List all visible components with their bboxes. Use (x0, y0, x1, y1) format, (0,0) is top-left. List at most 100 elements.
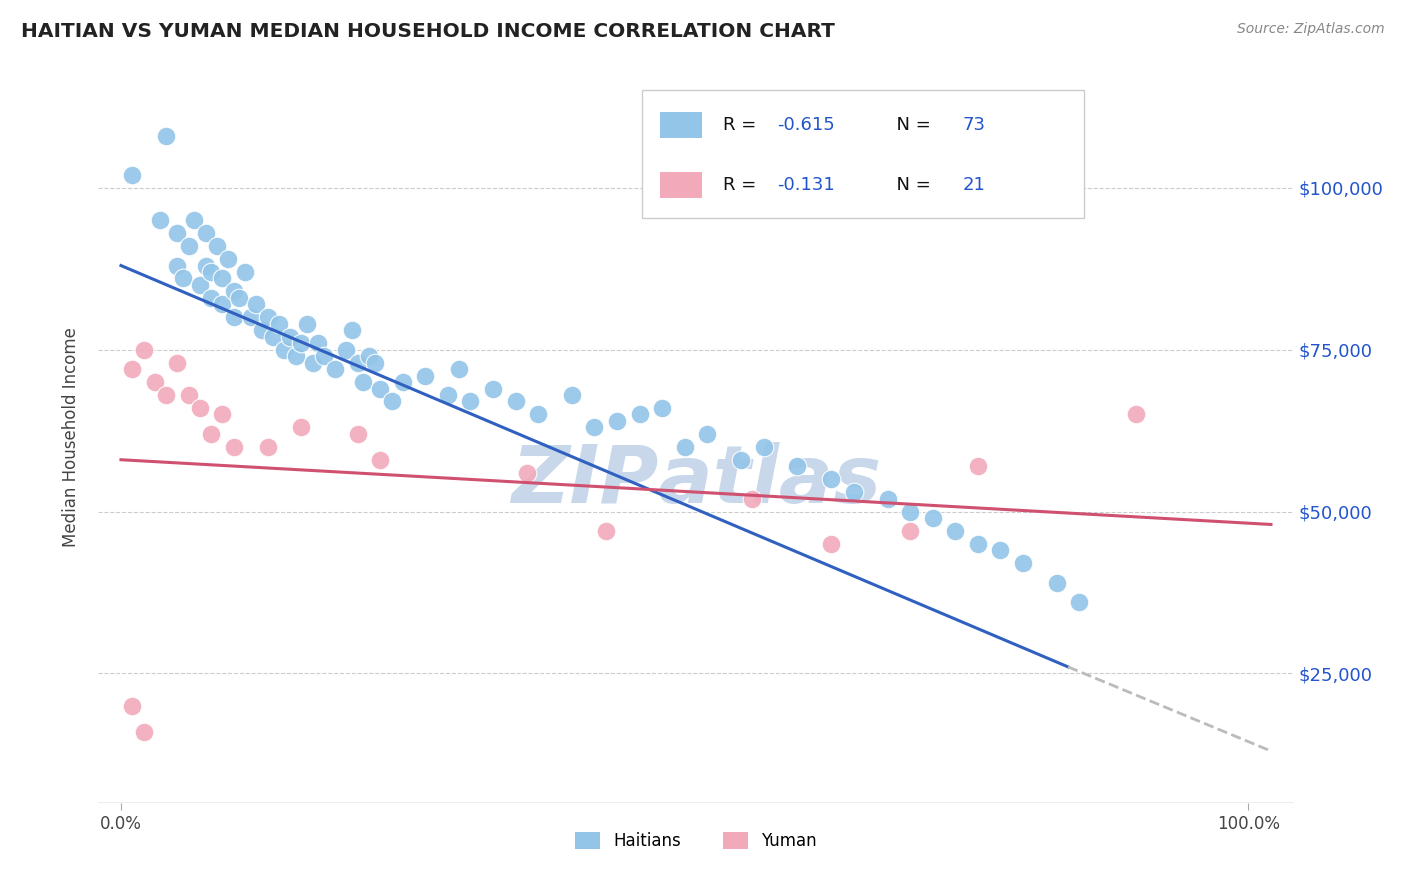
Point (278, 330, 301, 344)
Point (628, 408, 651, 422)
Point (990, 543, 1012, 558)
Point (346, 426, 368, 441)
Point (155, 129, 177, 144)
Point (121, 698, 143, 713)
Point (295, 317, 318, 331)
Point (352, 375, 374, 389)
Point (786, 459, 808, 474)
Text: R =: R = (724, 176, 762, 194)
Point (943, 524, 966, 538)
Point (527, 408, 550, 422)
Text: ZIP​atlas: ZIP​atlas (510, 442, 882, 520)
Point (200, 291, 222, 305)
Point (1012, 557, 1035, 571)
Point (256, 310, 278, 325)
Point (245, 297, 267, 311)
Point (346, 356, 368, 370)
Point (132, 343, 155, 357)
Text: 73: 73 (963, 116, 986, 134)
Point (595, 524, 617, 538)
FancyBboxPatch shape (661, 112, 702, 137)
Point (516, 466, 538, 480)
Point (188, 277, 211, 292)
Point (842, 485, 865, 500)
Point (228, 291, 250, 305)
Point (449, 362, 471, 376)
Point (149, 213, 172, 227)
Text: -0.131: -0.131 (778, 176, 835, 194)
Point (177, 239, 200, 253)
Point (673, 440, 696, 454)
Point (323, 362, 346, 376)
Text: R =: R = (724, 116, 762, 134)
Text: Source: ZipAtlas.com: Source: ZipAtlas.com (1237, 22, 1385, 37)
Point (290, 336, 312, 351)
Point (284, 349, 307, 363)
Point (250, 323, 273, 337)
Text: HAITIAN VS YUMAN MEDIAN HOUSEHOLD INCOME CORRELATION CHART: HAITIAN VS YUMAN MEDIAN HOUSEHOLD INCOME… (21, 22, 835, 41)
Point (132, 724, 155, 739)
Point (460, 394, 482, 409)
Point (561, 388, 583, 402)
Point (121, 168, 143, 182)
Point (696, 426, 718, 441)
Point (262, 330, 284, 344)
Point (143, 375, 166, 389)
Point (380, 394, 402, 409)
Point (307, 336, 329, 351)
Text: -0.615: -0.615 (778, 116, 835, 134)
Point (340, 323, 363, 337)
Point (1046, 575, 1069, 590)
Point (166, 226, 188, 240)
Point (752, 440, 775, 454)
Point (368, 452, 391, 467)
Point (177, 388, 200, 402)
Point (200, 426, 222, 441)
Point (437, 388, 460, 402)
Point (820, 472, 842, 486)
Point (876, 491, 898, 506)
Point (256, 440, 278, 454)
Point (301, 356, 323, 370)
Point (194, 259, 217, 273)
Point (211, 271, 233, 285)
Point (217, 252, 239, 266)
FancyBboxPatch shape (643, 89, 1084, 218)
Point (1069, 595, 1091, 609)
Point (335, 343, 357, 357)
Point (415, 368, 437, 383)
Point (363, 356, 385, 370)
Point (205, 239, 228, 253)
Point (741, 491, 763, 506)
Point (357, 349, 380, 363)
Point (730, 452, 752, 467)
Point (482, 382, 505, 396)
Point (921, 511, 943, 525)
Point (211, 297, 233, 311)
Point (121, 362, 143, 376)
Point (606, 414, 628, 428)
Text: N =: N = (884, 176, 936, 194)
Point (155, 388, 177, 402)
Point (312, 349, 335, 363)
Point (273, 343, 295, 357)
Point (222, 440, 245, 454)
Point (505, 394, 527, 409)
Point (239, 310, 262, 325)
Point (172, 271, 194, 285)
Point (166, 356, 188, 370)
Point (1125, 408, 1147, 422)
Point (200, 265, 222, 279)
Point (233, 265, 256, 279)
Point (222, 310, 245, 325)
Text: N =: N = (884, 116, 936, 134)
Point (898, 504, 921, 518)
Point (290, 420, 312, 434)
FancyBboxPatch shape (661, 172, 702, 197)
Point (166, 259, 188, 273)
Text: 21: 21 (963, 176, 986, 194)
Point (183, 213, 205, 227)
Point (368, 382, 391, 396)
Point (392, 375, 415, 389)
Point (222, 285, 245, 299)
